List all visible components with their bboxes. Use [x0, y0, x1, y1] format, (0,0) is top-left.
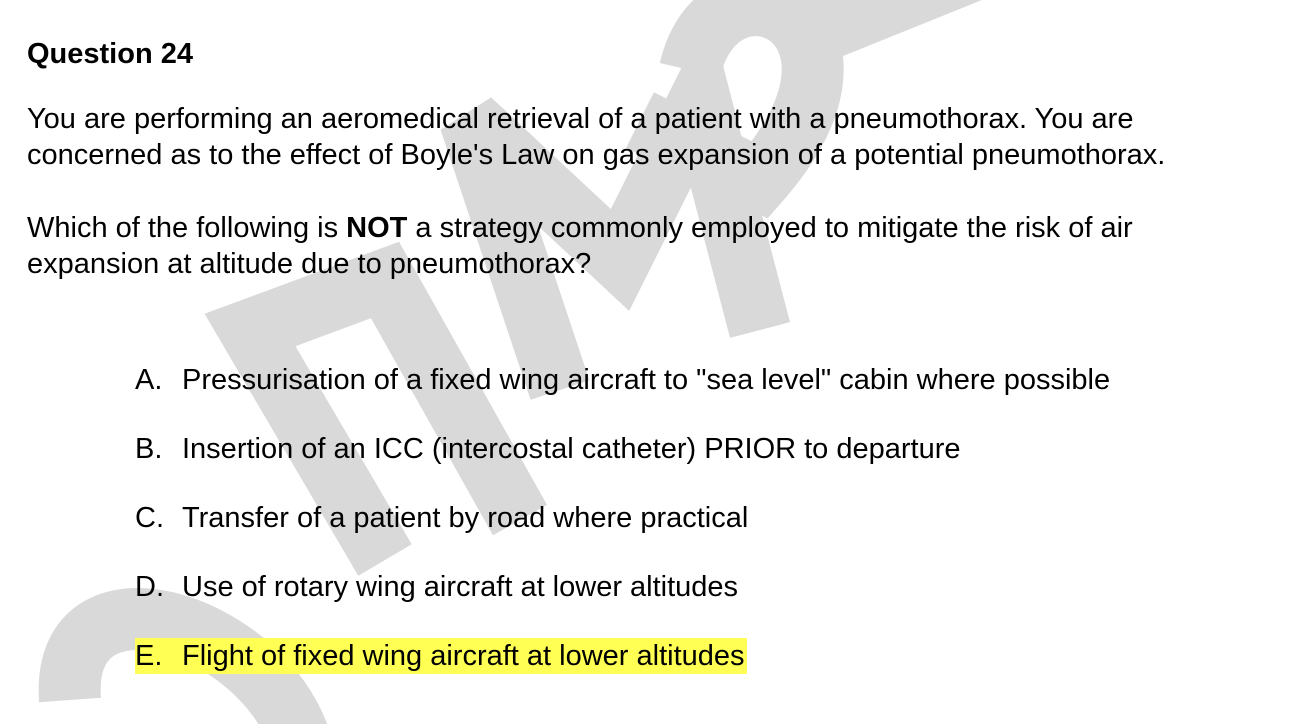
answer-option-c[interactable]: C. Transfer of a patient by road where pr…	[135, 500, 1112, 536]
option-letter: C.	[135, 502, 164, 534]
option-text: Transfer of a patient by road where prac…	[182, 502, 749, 534]
question-stem-line: You are performing an aeromedical retrie…	[27, 103, 1134, 135]
prompt-emphasis: NOT	[346, 212, 408, 244]
option-letter: A.	[135, 364, 163, 396]
answer-option-a[interactable]: A. Pressurisation of a fixed wing aircraf…	[135, 362, 1112, 398]
answer-options: A. Pressurisation of a fixed wing aircraf…	[135, 362, 1112, 707]
answer-option-e[interactable]: E. Flight of fixed wing aircraft at lower…	[135, 638, 1112, 674]
answer-option-b[interactable]: B. Insertion of an ICC (intercostal cathe…	[135, 431, 1112, 467]
question-title: Question 24	[27, 38, 193, 70]
answer-option-d[interactable]: D. Use of rotary wing aircraft at lower a…	[135, 569, 1112, 605]
question-stem-line: concerned as to the effect of Boyle's La…	[27, 139, 1166, 171]
option-letter: B.	[135, 433, 163, 465]
option-text: Insertion of an ICC (intercostal cathete…	[182, 433, 961, 465]
option-text: Flight of fixed wing aircraft at lower a…	[182, 640, 745, 672]
option-text: Use of rotary wing aircraft at lower alt…	[182, 571, 739, 603]
question-prompt: Which of the following is NOT a strategy…	[27, 210, 1297, 282]
question-stem: You are performing an aeromedical retrie…	[27, 101, 1297, 173]
option-text: Pressurisation of a fixed wing aircraft …	[182, 364, 1111, 396]
question-prompt-line: Which of the following is NOT a strategy…	[27, 210, 1297, 246]
prompt-text: a strategy commonly employed to mitigate…	[407, 212, 1133, 244]
option-letter: E.	[135, 640, 163, 672]
question-prompt-line: expansion at altitude due to pneumothora…	[27, 248, 592, 280]
option-letter: D.	[135, 571, 164, 603]
prompt-text: Which of the following is	[27, 212, 347, 244]
